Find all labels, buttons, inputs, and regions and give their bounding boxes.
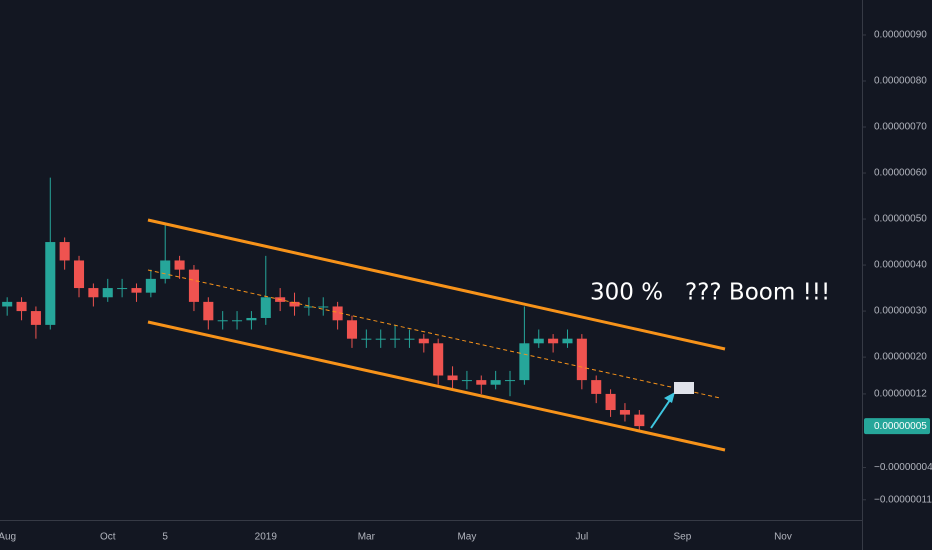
candle-body xyxy=(188,269,199,302)
last-price-label: 0.00000005 xyxy=(874,421,927,432)
x-tick-label: Sep xyxy=(674,532,692,543)
x-tick-label: Oct xyxy=(100,532,116,543)
candle-body xyxy=(59,242,70,261)
candle-body xyxy=(548,338,559,344)
candle-body xyxy=(591,380,602,394)
x-tick-label: Nov xyxy=(774,532,792,543)
channel-upper xyxy=(147,218,726,351)
candle-body xyxy=(131,288,142,293)
candle-body xyxy=(490,380,501,385)
candle-body xyxy=(332,306,343,321)
candle-body xyxy=(203,301,214,321)
candle-body xyxy=(519,343,530,381)
candle-body xyxy=(619,410,630,415)
candle-body xyxy=(562,338,573,344)
channel-lower xyxy=(147,320,726,452)
arrow-head xyxy=(664,392,675,403)
candle-body xyxy=(73,260,85,289)
candle-body xyxy=(45,242,56,325)
candle-body xyxy=(346,320,358,339)
candle-body xyxy=(361,338,372,340)
candle-body xyxy=(375,338,386,340)
y-tick-label: −0.00000004 xyxy=(874,462,932,473)
x-tick-label: 5 xyxy=(162,532,168,543)
candle-body xyxy=(447,375,458,381)
candle-body xyxy=(145,278,156,293)
candle-body xyxy=(117,288,128,290)
annotation: 300 % ??? Boom !!! xyxy=(590,280,830,306)
candle-body xyxy=(260,297,271,318)
y-tick-label: 0.00000030 xyxy=(874,306,927,317)
candle-body xyxy=(2,301,13,307)
candle-body xyxy=(576,338,587,381)
x-tick-label: Jul xyxy=(575,532,588,543)
plot-area xyxy=(2,177,645,431)
candle-body xyxy=(504,380,516,382)
x-tick-label: Aug xyxy=(0,532,16,543)
candle-body xyxy=(634,414,645,427)
target-box xyxy=(674,382,694,394)
candle-body xyxy=(533,338,544,344)
y-tick-label: 0.00000090 xyxy=(874,30,927,41)
candle-body xyxy=(102,288,113,298)
candle-body xyxy=(390,338,401,340)
candle-body xyxy=(174,260,185,270)
x-tick-label: 2019 xyxy=(255,532,278,543)
candle-body xyxy=(16,301,27,312)
y-tick-label: 0.00000050 xyxy=(874,214,927,225)
candle-body xyxy=(433,343,444,376)
y-tick-label: 0.00000060 xyxy=(874,168,927,179)
candle-body xyxy=(246,317,257,321)
candle-body xyxy=(217,320,228,322)
candle-body xyxy=(318,306,329,308)
y-tick-label: 0.00000070 xyxy=(874,122,927,133)
candle-body xyxy=(160,260,171,279)
y-tick-label: −0.00000011 xyxy=(874,494,932,505)
candle-body xyxy=(30,311,41,325)
y-tick-label: 0.00000012 xyxy=(874,389,927,400)
candle-body xyxy=(303,306,314,308)
y-tick-label: 0.00000080 xyxy=(874,76,927,87)
x-tick-label: Mar xyxy=(358,532,376,543)
candle-body xyxy=(418,338,429,344)
last-price-badge xyxy=(864,418,930,435)
arrow xyxy=(650,396,673,429)
candle-body xyxy=(404,338,415,340)
candle-body xyxy=(605,393,616,411)
candle-body xyxy=(476,380,487,385)
y-tick-label: 0.00000040 xyxy=(874,260,927,271)
y-tick-label: 0.00000020 xyxy=(874,352,927,363)
x-tick-label: May xyxy=(457,532,476,543)
candle-body xyxy=(232,320,243,322)
candle-body xyxy=(88,288,99,298)
candle-body xyxy=(289,301,300,307)
candle-body xyxy=(461,380,472,382)
